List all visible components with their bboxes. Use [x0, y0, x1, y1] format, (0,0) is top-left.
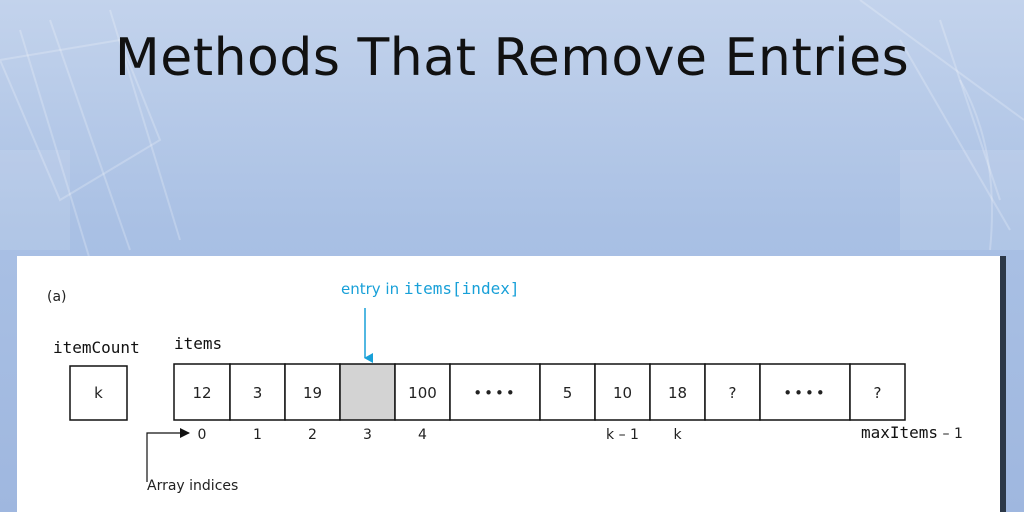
array-diagram: (a) entry in items[index] itemCount k it…	[47, 279, 963, 494]
array-cell-value: ?	[729, 384, 737, 402]
array-cell	[759, 363, 851, 421]
array-index-label: k – 1	[606, 427, 639, 443]
slide-title: Methods That Remove Entries	[114, 28, 910, 88]
array-cell	[849, 363, 906, 421]
array-cell-highlighted	[339, 363, 396, 421]
callout-prefix: entry in	[341, 280, 404, 298]
callout-label: entry in items[index]	[341, 279, 519, 298]
array-cell	[449, 363, 541, 421]
item-count-label: itemCount	[53, 338, 140, 357]
array-index-label: 4	[418, 427, 427, 443]
array-index-label: 2	[308, 427, 317, 443]
array-index-label: k	[673, 427, 682, 443]
item-count-box	[69, 365, 128, 421]
last-index-suffix: – 1	[938, 426, 963, 442]
array-cell-value: 19	[303, 384, 322, 402]
array-cell-value: 5	[563, 384, 573, 402]
array-index-label: 0	[198, 427, 207, 443]
array-cell	[649, 363, 706, 421]
array-cell	[594, 363, 651, 421]
array-cells: 12 0 3 1 19 2 3 100 4 •••• 5 10 k – 1 18 k? ••••?	[173, 363, 906, 443]
callout-code: items[index]	[404, 279, 520, 298]
array-index-label: 1	[253, 427, 262, 443]
items-label: items	[174, 334, 222, 353]
array-cell-value: 100	[408, 384, 437, 402]
array-indices-label: Array indices	[147, 478, 238, 494]
array-cell-value: ?	[874, 384, 882, 402]
array-cell	[539, 363, 596, 421]
array-cell	[229, 363, 286, 421]
array-cell-value: 10	[613, 384, 632, 402]
array-indices-arrow	[146, 428, 190, 482]
array-cell	[284, 363, 341, 421]
array-index-label: 3	[363, 427, 372, 443]
array-cell	[394, 363, 451, 421]
item-count-value: k	[94, 384, 103, 402]
array-cell-value: 3	[253, 384, 263, 402]
array-cell-value: ••••	[473, 384, 516, 402]
figure-label: (a)	[47, 289, 67, 305]
figure-panel: (a) entry in items[index] itemCount k it…	[17, 256, 1000, 512]
array-cell-value: 12	[192, 384, 211, 402]
array-cell-value: ••••	[783, 384, 826, 402]
last-index-label: maxItems – 1	[861, 423, 963, 442]
last-index-code: maxItems	[861, 423, 938, 442]
array-cell-value: 18	[668, 384, 687, 402]
